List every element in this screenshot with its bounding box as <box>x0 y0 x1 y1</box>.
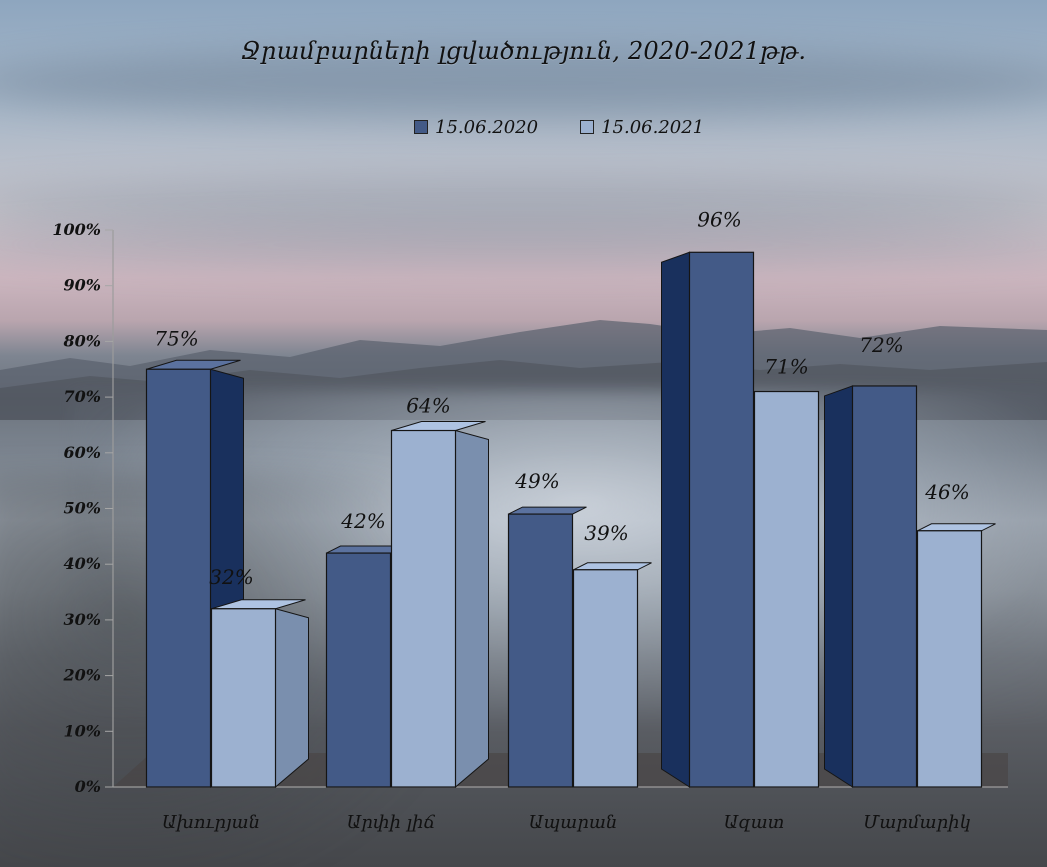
bar <box>507 513 574 788</box>
bar <box>390 429 457 788</box>
data-label: 49% <box>514 469 559 493</box>
legend-item-2020: 15.06.2020 <box>414 117 538 138</box>
y-tick-label: 80% <box>63 331 101 350</box>
data-label: 46% <box>924 480 969 504</box>
y-tick-label: 60% <box>64 443 101 462</box>
bar-top-face <box>391 421 486 432</box>
data-label: 42% <box>340 509 385 533</box>
y-tick-label: 40% <box>64 554 101 573</box>
y-tick-label: 100% <box>52 220 101 239</box>
legend-label-2020: 15.06.2020 <box>435 116 539 138</box>
bar <box>688 251 755 788</box>
bar-top-face <box>508 506 587 515</box>
bar-side-face <box>661 251 690 788</box>
data-label: 71% <box>764 355 808 379</box>
y-tick-label: 90% <box>64 276 101 295</box>
legend-item-2021: 15.06.2021 <box>580 117 704 138</box>
bar <box>753 390 820 788</box>
bar <box>325 552 392 788</box>
legend-swatch-2020 <box>414 120 428 134</box>
y-tick-label: 0% <box>75 777 101 796</box>
bar-top-face <box>146 359 241 370</box>
x-category-label: Ապարան <box>529 812 618 833</box>
legend-swatch-2021 <box>580 120 595 134</box>
y-tick-label: 30% <box>64 610 101 629</box>
data-label: 75% <box>154 326 198 350</box>
bar-top-face <box>917 523 996 532</box>
bar <box>572 569 639 788</box>
y-tick-label: 10% <box>64 721 101 740</box>
bar-side-face <box>275 608 309 789</box>
x-category-label: Ախուրյան <box>162 812 260 833</box>
bar-side-face <box>455 429 489 789</box>
x-category-label: Մարմարիկ <box>863 812 971 833</box>
bar <box>851 385 918 788</box>
data-label: 96% <box>697 207 741 231</box>
bar <box>210 608 277 788</box>
data-label: 39% <box>584 521 628 545</box>
x-category-label: Արփի լիճ <box>347 812 436 833</box>
x-category-label: Ազատ <box>724 812 785 833</box>
legend-label-2021: 15.06.2021 <box>601 116 705 138</box>
bar-side-face <box>824 385 853 788</box>
bar <box>145 368 212 788</box>
y-tick-label: 20% <box>63 666 101 685</box>
chart-legend: 15.06.2020 15.06.2021 <box>414 116 704 138</box>
y-tick-label: 50% <box>64 499 101 518</box>
data-label: 32% <box>209 565 253 589</box>
bar <box>916 530 983 788</box>
chart-title: Ջրամբարների լցվածություն, 2020-2021թթ. <box>240 37 807 65</box>
y-tick-label: 70% <box>64 387 101 406</box>
data-label: 64% <box>406 394 450 418</box>
data-label: 72% <box>859 333 903 357</box>
bar-top-face <box>573 562 652 571</box>
